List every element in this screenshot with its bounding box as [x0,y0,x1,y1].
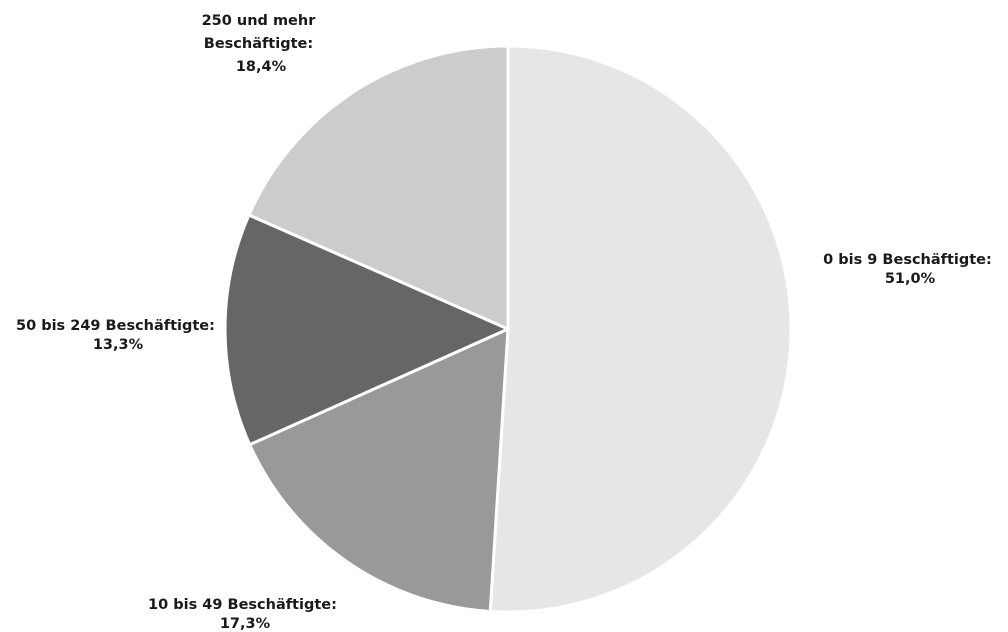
pie-slices [223,44,793,614]
label-slice-1: 10 bis 49 Beschäftigte: 17,3% [148,597,342,632]
label-slice-3: 250 und mehr Beschäftigte: 18,4% [202,13,321,75]
pie-slice-3 [247,44,510,331]
label-slice-2: 50 bis 249 Beschäftigte: 13,3% [16,318,220,353]
pie-slice-1 [248,327,510,613]
pie-slice-2 [223,213,510,447]
pie-slice-0 [488,44,793,614]
label-slice-0: 0 bis 9 Beschäftigte: 51,0% [823,252,997,287]
pie-labels: 0 bis 9 Beschäftigte: 51,0% 10 bis 49 Be… [16,13,997,632]
